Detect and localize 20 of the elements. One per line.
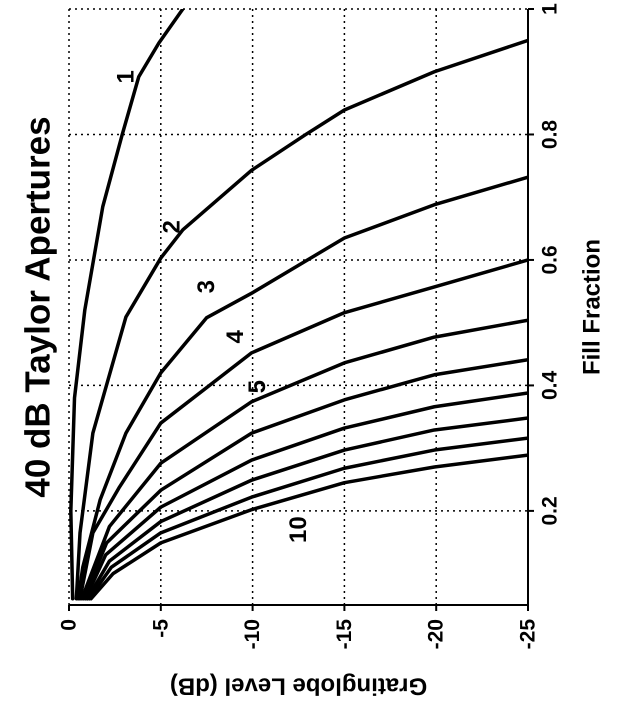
text: 10 (285, 516, 312, 543)
text: 1 (112, 70, 140, 84)
x-tick-label: -5 (149, 618, 172, 638)
y-tick-label: 0.6 (538, 245, 562, 275)
text: 5 (244, 380, 272, 394)
y-tick-label: 0.2 (538, 496, 562, 526)
text: 4 (222, 329, 250, 344)
text: 3 (193, 280, 220, 294)
y-tick-label: 1 (538, 2, 562, 15)
text: 2 (158, 220, 186, 234)
x-tick-label: 0 (58, 619, 80, 631)
text: 40 dB Taylor Apertures (18, 116, 58, 498)
x-axis-title: Gratinglobe Level (dB) (170, 672, 428, 700)
y-tick-label: 0.4 (538, 370, 562, 400)
y-tick-label: 0.8 (538, 120, 562, 150)
y-axis-title: Fill Fraction (578, 238, 606, 376)
x-tick-label: -10 (241, 619, 264, 650)
x-tick-label: -25 (516, 618, 540, 650)
x-tick-label: -20 (424, 619, 448, 650)
x-tick-label: -15 (332, 618, 356, 650)
